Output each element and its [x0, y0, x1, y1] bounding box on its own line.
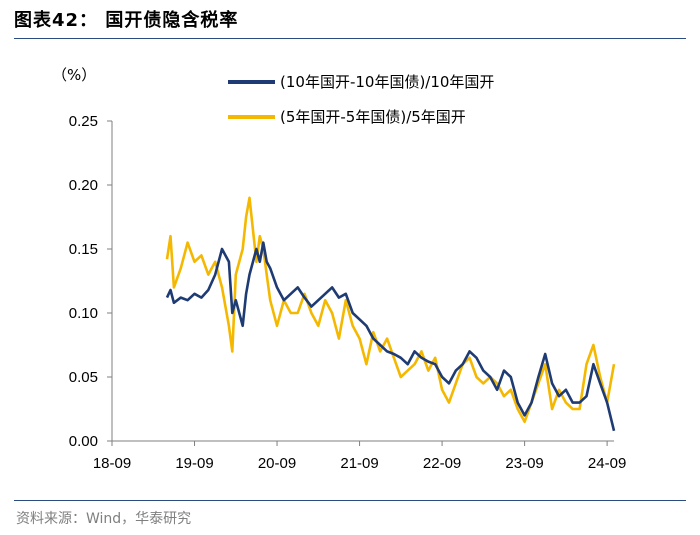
legend: (10年国开-10年国债)/10年国开 (5年国开-5年国债)/5年国开 [228, 73, 494, 126]
legend-label-series-2: (5年国开-5年国债)/5年国开 [280, 108, 466, 126]
y-tick-label: 0.15 [69, 241, 98, 258]
series-line-1 [165, 241, 616, 432]
axes: 0.00 0.05 0.10 0.15 0.20 0.25 18-09 19-09 20-09 2… [69, 113, 627, 472]
x-tick-label: 18-09 [93, 455, 131, 472]
y-tick-label: 0.25 [69, 113, 98, 130]
title-rule [14, 38, 686, 39]
y-tick-label: 0.10 [69, 305, 98, 322]
series-layer [165, 196, 616, 432]
line-chart: （%） 0.00 0.05 0.10 0.15 0.20 0.25 18-09 19-09 20… [52, 66, 627, 472]
figure-title: 图表42： 国开债隐含税率 [14, 10, 239, 31]
legend-label-series-1: (10年国开-10年国债)/10年国开 [280, 73, 494, 91]
x-tick-label: 24-09 [588, 455, 626, 472]
y-tick-label: 0.20 [69, 177, 98, 194]
x-tick-label: 23-09 [505, 455, 543, 472]
y-unit-label: （%） [52, 66, 96, 84]
x-tick-label: 20-09 [258, 455, 296, 472]
source-rule [14, 500, 686, 501]
x-tick-label: 19-09 [175, 455, 213, 472]
y-tick-label: 0.00 [69, 433, 98, 450]
x-tick-label: 21-09 [340, 455, 378, 472]
source-note: 资料来源：Wind，华泰研究 [16, 511, 192, 527]
y-tick-label: 0.05 [69, 369, 98, 386]
x-tick-label: 22-09 [423, 455, 461, 472]
